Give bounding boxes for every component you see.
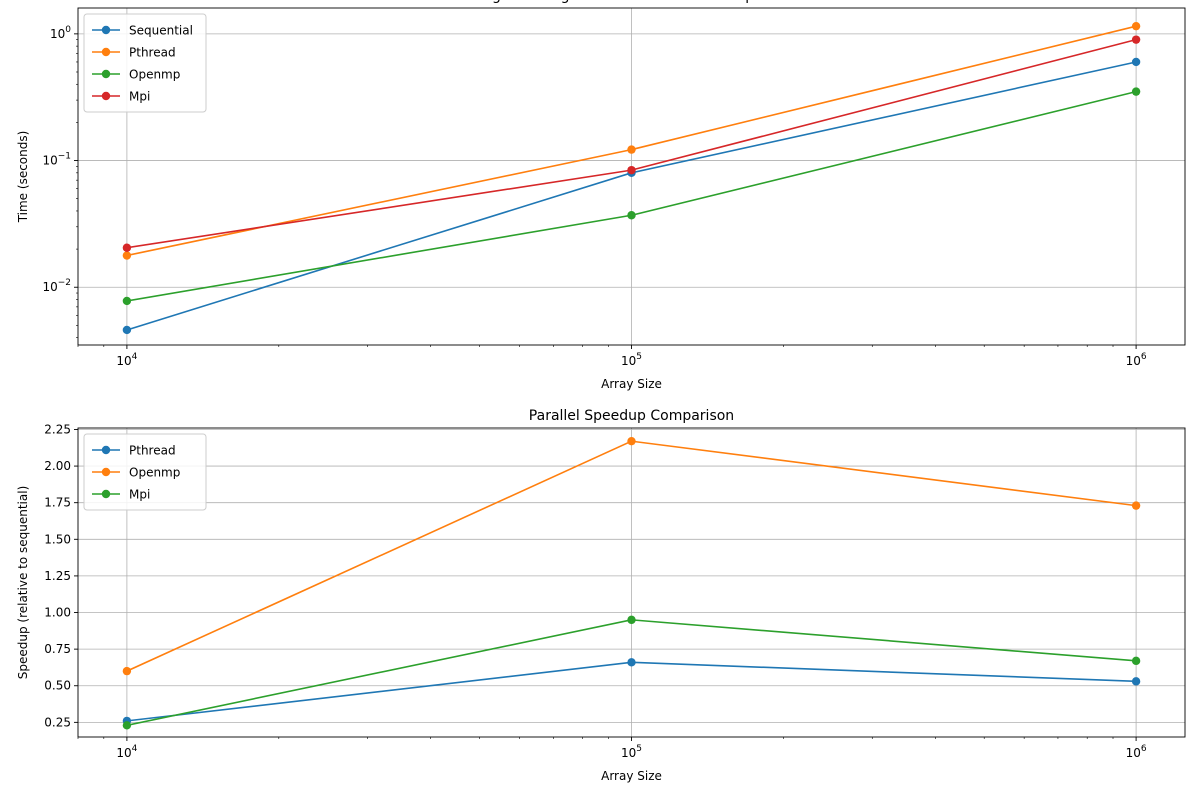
- x-tick-base: 10: [1126, 354, 1141, 368]
- y-tick-exponent: 0: [65, 25, 71, 35]
- data-point: [1131, 501, 1141, 510]
- series-group: [122, 436, 1141, 730]
- data-point: [627, 615, 636, 625]
- series-pthread: [122, 658, 1141, 726]
- series-group: [122, 21, 1141, 335]
- y-tick-base: 10: [42, 154, 57, 168]
- legend-box: [83, 433, 207, 511]
- grid: [78, 428, 1185, 737]
- legend: Pthread Openmp Mpi: [83, 433, 207, 511]
- series-mpi: [122, 615, 1141, 730]
- x-tick-label: 105: [621, 744, 642, 760]
- data-point: [122, 243, 132, 252]
- legend-label: Pthread: [129, 444, 176, 458]
- data-point: [1131, 656, 1141, 666]
- data-point: [1131, 35, 1141, 44]
- y-tick-label: 1.00: [44, 606, 71, 620]
- data-point: [627, 145, 636, 154]
- y-tick-exponent: −2: [58, 278, 71, 288]
- data-point: [1131, 677, 1141, 686]
- x-tick-base: 10: [116, 354, 131, 368]
- series-mpi: [122, 35, 1141, 252]
- x-tick-exponent: 6: [1141, 744, 1147, 754]
- legend-marker: [101, 489, 111, 499]
- legend-label: Sequential: [129, 24, 193, 38]
- y-axis-label: Time (seconds): [16, 131, 30, 224]
- chart-title: Merge Sort Algorithm Performance Compari…: [466, 0, 797, 4]
- legend-label: Mpi: [129, 90, 150, 104]
- data-point: [1131, 21, 1141, 31]
- data-point: [627, 658, 636, 667]
- data-point: [627, 211, 636, 220]
- y-tick-label: 1.75: [44, 496, 71, 510]
- x-axis-ticks: 104 105 106: [116, 345, 1147, 368]
- y-tick-label: 0.25: [44, 715, 71, 729]
- data-point: [122, 296, 132, 306]
- y-tick-label: 1.50: [44, 532, 71, 546]
- legend-marker: [101, 445, 111, 455]
- data-point: [1131, 87, 1141, 96]
- series-openmp: [122, 436, 1141, 676]
- y-axis-label: Speedup (relative to sequential): [16, 486, 30, 680]
- x-axis-ticks: 104 105 106: [116, 737, 1147, 760]
- x-tick-exponent: 4: [132, 352, 138, 362]
- legend-label: Mpi: [129, 488, 150, 502]
- x-tick-exponent: 5: [636, 744, 642, 754]
- x-tick-exponent: 5: [636, 352, 642, 362]
- legend-marker: [101, 47, 111, 57]
- data-point: [122, 325, 132, 335]
- y-tick-label: 0.75: [44, 642, 71, 656]
- chart-title: Parallel Speedup Comparison: [529, 408, 734, 424]
- legend-marker: [101, 25, 111, 35]
- speedup-chart: 104 105 1060.250.500.751.001.251.501.752.0…: [16, 408, 1186, 783]
- data-point: [627, 436, 636, 446]
- y-tick-label: 1.25: [44, 569, 71, 583]
- data-point: [122, 666, 132, 676]
- y-tick-label: 100: [50, 25, 71, 41]
- series-pthread: [122, 21, 1141, 260]
- x-tick-exponent: 6: [1141, 352, 1147, 362]
- y-tick-base: 10: [42, 280, 57, 294]
- y-tick-label: 2.00: [44, 459, 71, 473]
- legend: Sequential Pthread Openmp Mpi: [83, 13, 207, 113]
- x-tick-label: 105: [621, 352, 642, 368]
- data-point: [122, 251, 132, 260]
- series-openmp: [122, 87, 1141, 306]
- legend-marker: [101, 91, 111, 101]
- legend-label: Openmp: [129, 466, 180, 480]
- x-tick-base: 10: [621, 354, 636, 368]
- x-axis-label: Array Size: [601, 377, 662, 391]
- y-tick-label: 10−2: [42, 278, 71, 294]
- legend-label: Pthread: [129, 46, 176, 60]
- x-tick-exponent: 4: [132, 744, 138, 754]
- y-tick-exponent: −1: [58, 152, 71, 162]
- y-tick-label: 2.25: [44, 422, 71, 436]
- x-tick-base: 10: [116, 746, 131, 760]
- x-tick-label: 104: [116, 352, 137, 368]
- y-tick-label: 10−1: [42, 152, 71, 168]
- data-point: [627, 165, 636, 175]
- y-axis-ticks: 0.25 0.50 0.75 1.00 1.25 1.50 1.75 2.00 2.25: [44, 422, 78, 729]
- x-tick-label: 106: [1126, 744, 1147, 760]
- y-tick-base: 10: [50, 27, 65, 41]
- x-tick-base: 10: [621, 746, 636, 760]
- legend-box: [83, 13, 207, 113]
- x-tick-base: 10: [1126, 746, 1141, 760]
- legend-marker: [101, 69, 111, 79]
- legend-marker: [101, 467, 111, 477]
- y-tick-label: 0.50: [44, 679, 71, 693]
- x-tick-label: 104: [116, 744, 137, 760]
- legend-label: Openmp: [129, 68, 180, 82]
- x-axis-label: Array Size: [601, 769, 662, 783]
- data-point: [1131, 57, 1141, 67]
- x-tick-label: 106: [1126, 352, 1147, 368]
- data-point: [122, 721, 132, 730]
